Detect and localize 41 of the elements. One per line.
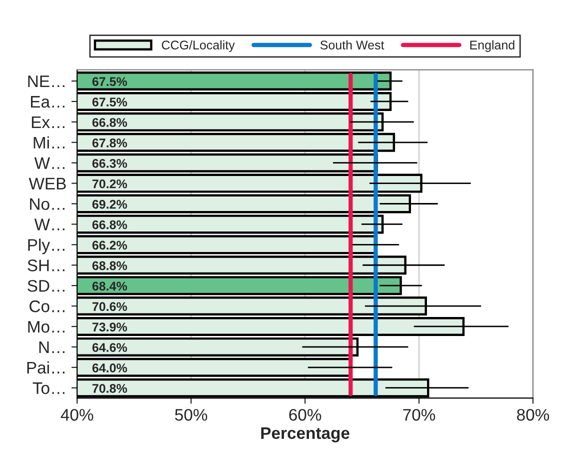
x-axis-title: Percentage [261, 427, 350, 442]
y-tick-label: Ply… [28, 238, 64, 254]
data-label: 70.6% [92, 302, 128, 312]
data-label: 64.0% [92, 364, 128, 372]
y-tick-label: No… [30, 198, 64, 210]
y-tick-label: NE… [28, 76, 64, 88]
y-tick-label: SH… [28, 260, 64, 272]
y-tick-label: SD… [28, 280, 64, 292]
y-tick-label: Ea… [31, 96, 64, 108]
data-label: 68.4% [92, 282, 128, 291]
x-tick-label: 60% [289, 408, 322, 421]
data-label: 67.5% [92, 77, 128, 86]
y-tick-label: W… [34, 218, 64, 230]
x-tick-label: 40% [60, 408, 94, 421]
legend-label: CCG/Locality [162, 40, 235, 52]
legend-label: South West [320, 40, 384, 50]
y-tick-label: To… [32, 382, 64, 394]
x-tick-label: 70% [403, 408, 436, 421]
data-label: 70.8% [92, 384, 128, 393]
data-label: 66.8% [92, 220, 128, 230]
data-label: 69.2% [92, 200, 128, 209]
data-label: 67.5% [92, 98, 128, 106]
y-tick-label: Mo… [28, 321, 64, 333]
data-label: 66.2% [92, 240, 128, 250]
data-label: 68.8% [92, 261, 128, 270]
data-label: 66.3% [92, 158, 128, 168]
data-label: 70.2% [92, 179, 128, 188]
y-tick-label: WEB [28, 178, 66, 190]
x-tick-label: 50% [175, 408, 208, 421]
data-label: 64.6% [92, 343, 128, 352]
legend-label: England [470, 40, 514, 52]
y-tick-label: Pai… [27, 361, 64, 374]
y-tick-label: Co… [30, 300, 64, 312]
data-label: 73.9% [92, 322, 128, 332]
x-tick-label: 80% [517, 408, 550, 421]
y-tick-label: N… [39, 342, 64, 353]
y-tick-label: Ex… [32, 116, 64, 128]
data-label: 66.8% [92, 118, 128, 127]
y-tick-label: Mi… [34, 136, 64, 148]
data-label: 67.8% [92, 138, 128, 148]
y-tick-label: W… [34, 157, 64, 169]
